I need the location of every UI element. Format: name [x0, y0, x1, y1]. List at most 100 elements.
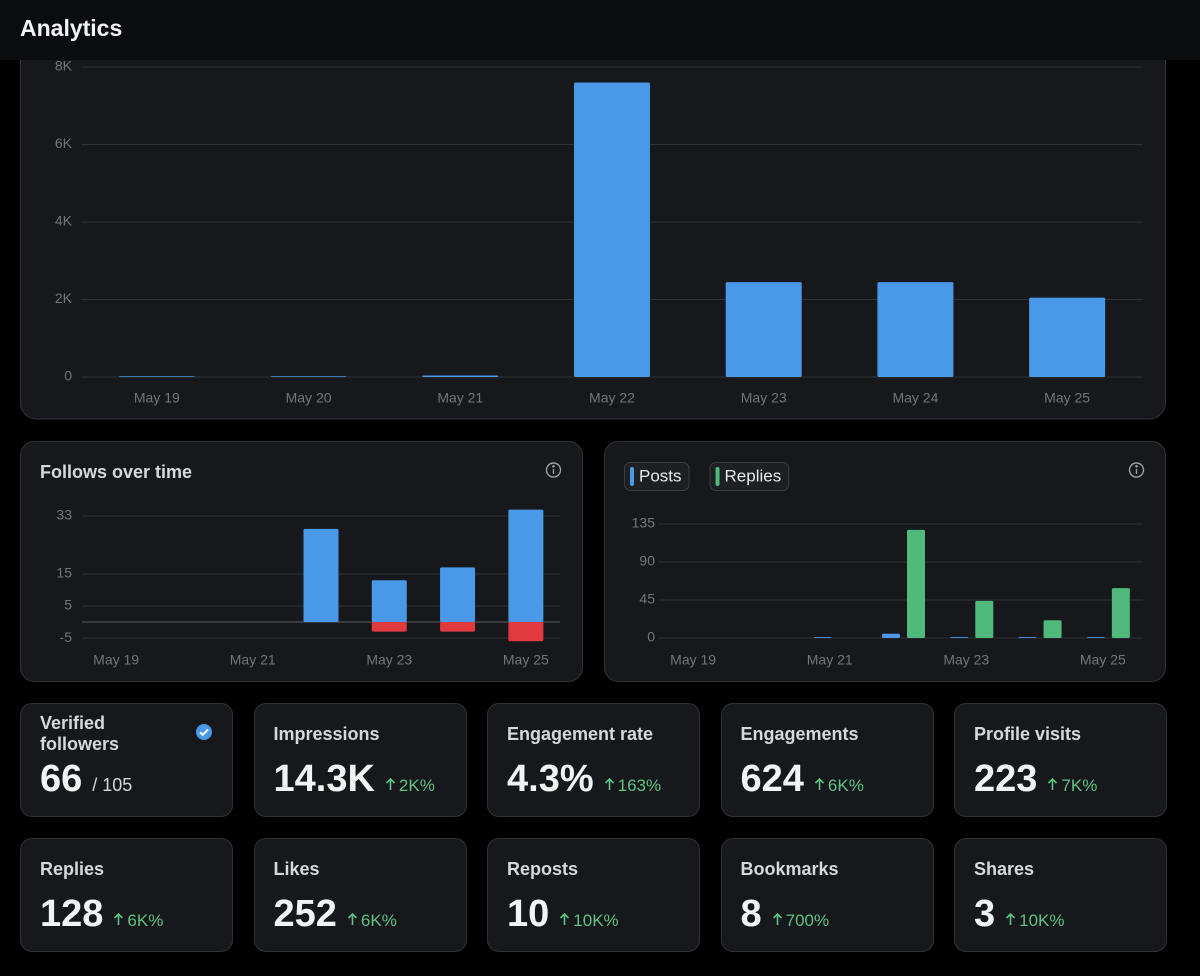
x-tick-label: May 21	[807, 652, 853, 668]
stat-card: Engagements 624 6K%	[720, 703, 934, 817]
stat-label: Verified followers	[40, 713, 120, 754]
x-tick-label: May 24	[892, 390, 938, 406]
bar	[440, 622, 476, 632]
up-arrow	[814, 776, 825, 796]
stat-value: 14.3K	[273, 758, 375, 800]
y-tick-label: 135	[632, 515, 656, 531]
bar	[975, 600, 994, 638]
stat-change-text: 6K%	[827, 776, 864, 795]
bar	[877, 282, 954, 377]
legend-swatch	[630, 467, 634, 486]
x-tick-label: May 23	[741, 390, 787, 406]
bar	[882, 633, 900, 638]
up-arrow	[604, 776, 615, 796]
bar	[1086, 637, 1105, 638]
stat-label-row: Bookmarks	[741, 857, 914, 881]
stat-change: 6K%	[113, 911, 163, 931]
legend-swatch	[715, 467, 720, 486]
bar	[440, 567, 476, 623]
stat-label: Shares	[974, 858, 1035, 879]
up-arrow	[1005, 911, 1016, 931]
x-tick-label: May 23	[366, 652, 412, 668]
stat-card: Reposts 10 10K%	[487, 838, 700, 952]
stat-total: / 105	[92, 775, 133, 795]
stat-label-row: Reposts	[507, 857, 680, 881]
stat-label-row: Impressions	[274, 722, 447, 746]
stat-card: Likes 252 6K%	[253, 838, 467, 952]
stat-change: 700%	[772, 911, 829, 931]
stat-row: 252 6K%	[274, 893, 447, 936]
bar	[1029, 297, 1106, 377]
stat-change: 7K%	[1047, 776, 1097, 796]
y-tick-label: 45	[639, 591, 655, 607]
stat-row: 66 / 105	[40, 758, 213, 801]
stat-card: Engagement rate 4.3% 163%	[487, 703, 700, 817]
x-tick-label: May 19	[670, 652, 716, 668]
stat-value: 624	[740, 758, 804, 800]
legend-chip	[624, 462, 690, 491]
stat-label-row: Profile visits	[974, 722, 1147, 746]
stat-change-text: 10K%	[1019, 911, 1065, 930]
page-title: Analytics	[20, 15, 122, 41]
stat-value: 8	[740, 893, 762, 935]
legend-item[interactable]: Posts	[624, 462, 690, 491]
stat-label: Engagements	[740, 723, 859, 744]
stat-row: 128 6K%	[40, 893, 213, 936]
info-icon[interactable]	[545, 462, 562, 478]
x-tick-label: May 22	[589, 390, 635, 406]
stat-label: Engagement rate	[507, 723, 654, 744]
stat-change: 6K%	[347, 911, 397, 931]
stat-label-row: Shares	[974, 857, 1147, 881]
bar	[371, 622, 407, 632]
y-tick-label: 33	[56, 507, 72, 523]
x-tick-label: May 25	[1080, 652, 1126, 668]
stat-label-row: Engagement rate	[507, 722, 680, 746]
stat-label-row: Engagements	[741, 722, 914, 746]
bar	[1018, 637, 1037, 638]
bar	[371, 580, 407, 623]
stat-label: Likes	[273, 858, 320, 879]
stat-row: 223 7K%	[974, 758, 1147, 801]
stat-card: Profile visits 223 7K%	[954, 703, 1167, 817]
stat-label-row: Replies	[40, 857, 213, 881]
y-tick-label: 5	[64, 597, 72, 613]
stat-row: 10 10K%	[507, 893, 680, 936]
stat-row: 14.3K 2K%	[274, 758, 447, 801]
stat-change: 10K%	[1005, 911, 1065, 931]
bar	[1111, 588, 1130, 638]
stat-row: 8 700%	[741, 893, 914, 936]
up-arrow	[559, 911, 570, 931]
header-bar	[0, 0, 1200, 60]
y-tick-label: 8K	[55, 58, 73, 74]
bar	[950, 637, 969, 638]
stat-value: 223	[974, 758, 1038, 800]
stat-row: 4.3% 163%	[507, 758, 680, 801]
bar	[118, 376, 195, 377]
bar	[813, 637, 832, 638]
stat-value: 4.3%	[507, 758, 594, 800]
legend-item[interactable]: Replies	[709, 462, 790, 491]
verified-badge	[195, 723, 213, 746]
x-tick-label: May 21	[437, 390, 483, 406]
bar	[422, 375, 499, 377]
stat-change: 163%	[604, 776, 661, 796]
y-tick-label: 15	[56, 565, 72, 581]
stat-value: 10	[507, 893, 550, 935]
stat-card: Bookmarks 8 700%	[720, 838, 934, 952]
y-tick-label: -5	[60, 629, 73, 645]
stats-grid: Verified followers 66 / 105 Impressions 14.3…	[20, 703, 1167, 952]
up-arrow	[772, 911, 783, 931]
y-tick-label: 0	[64, 368, 72, 384]
info-icon[interactable]	[1128, 462, 1145, 478]
up-arrow	[347, 911, 358, 931]
stat-label: Reposts	[507, 858, 579, 879]
follows-title: Follows over time	[40, 462, 192, 482]
stat-label: Impressions	[273, 723, 380, 744]
y-tick-label: 2K	[55, 290, 73, 306]
up-arrow	[385, 776, 396, 796]
up-arrow	[113, 911, 124, 931]
up-arrow	[1047, 776, 1058, 796]
stat-card: Verified followers 66 / 105	[20, 703, 233, 817]
stat-change: 6K%	[814, 776, 864, 796]
